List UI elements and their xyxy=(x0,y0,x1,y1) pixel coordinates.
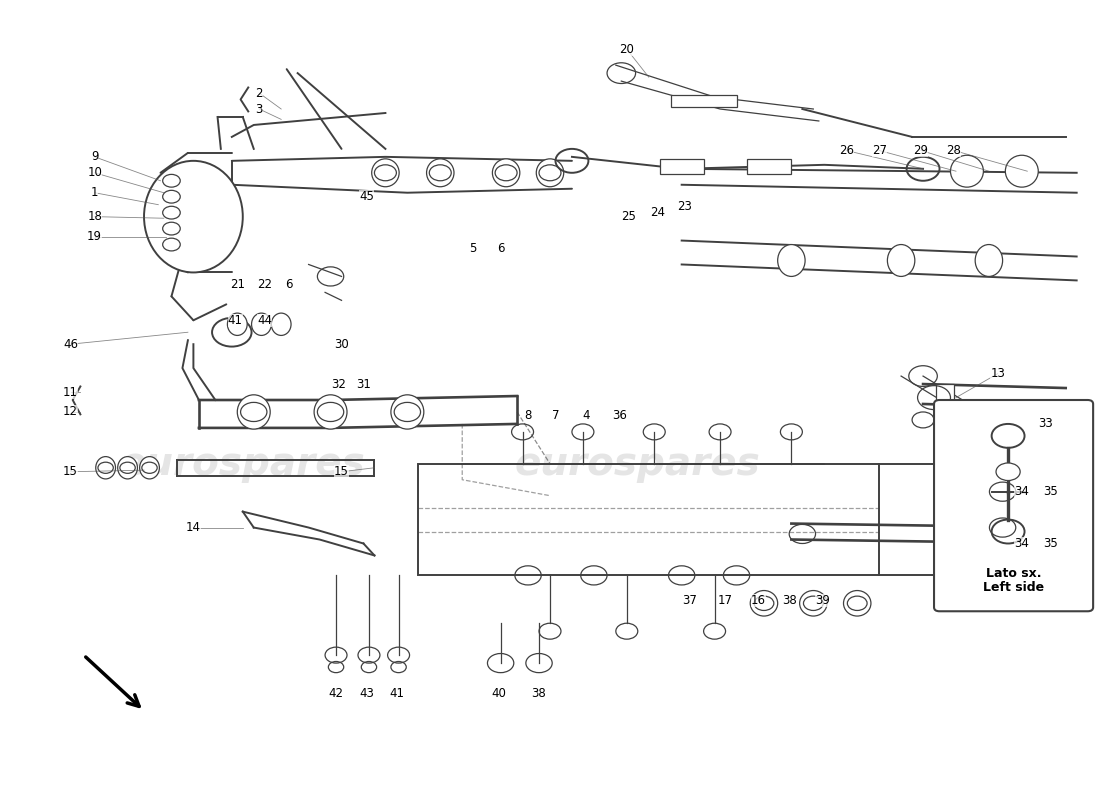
Text: 1: 1 xyxy=(91,186,98,199)
Ellipse shape xyxy=(372,159,399,186)
Ellipse shape xyxy=(778,245,805,277)
Text: 35: 35 xyxy=(1043,485,1058,498)
Text: 6: 6 xyxy=(497,242,505,255)
Text: 42: 42 xyxy=(329,687,343,700)
Text: 15: 15 xyxy=(63,466,78,478)
Ellipse shape xyxy=(844,590,871,616)
Text: 10: 10 xyxy=(87,166,102,179)
Text: 21: 21 xyxy=(230,278,245,291)
Text: 46: 46 xyxy=(63,338,78,350)
Text: 40: 40 xyxy=(491,687,506,700)
Text: eurospares: eurospares xyxy=(515,445,761,482)
Ellipse shape xyxy=(118,457,138,479)
FancyBboxPatch shape xyxy=(934,400,1093,611)
Bar xyxy=(936,384,954,416)
Ellipse shape xyxy=(800,590,827,616)
Text: eurospares: eurospares xyxy=(120,445,365,482)
Text: 25: 25 xyxy=(621,210,637,223)
Text: 23: 23 xyxy=(678,200,692,213)
Text: 32: 32 xyxy=(331,378,345,390)
Text: 13: 13 xyxy=(990,367,1005,380)
Ellipse shape xyxy=(315,395,346,429)
Text: 27: 27 xyxy=(871,144,887,157)
Text: 6: 6 xyxy=(285,278,293,291)
Text: 2: 2 xyxy=(255,86,263,99)
Text: Lato sx.: Lato sx. xyxy=(986,567,1042,580)
Ellipse shape xyxy=(228,313,248,335)
Text: 7: 7 xyxy=(552,410,559,422)
Text: 43: 43 xyxy=(360,687,374,700)
Ellipse shape xyxy=(144,161,243,273)
Ellipse shape xyxy=(537,159,563,186)
Ellipse shape xyxy=(1005,155,1038,187)
Text: 3: 3 xyxy=(255,102,263,115)
Text: 34: 34 xyxy=(1014,537,1030,550)
Text: 45: 45 xyxy=(360,190,374,203)
Text: 36: 36 xyxy=(612,410,627,422)
Text: 15: 15 xyxy=(334,466,349,478)
Ellipse shape xyxy=(996,463,1020,481)
Text: 28: 28 xyxy=(946,144,961,157)
Text: 41: 41 xyxy=(389,687,404,700)
Bar xyxy=(418,464,879,575)
Text: 24: 24 xyxy=(650,206,666,219)
Text: 4: 4 xyxy=(583,410,590,422)
Bar xyxy=(671,94,737,107)
Text: 16: 16 xyxy=(751,594,766,607)
Ellipse shape xyxy=(750,590,778,616)
Text: 18: 18 xyxy=(87,210,102,223)
Text: 19: 19 xyxy=(87,230,102,243)
Text: 12: 12 xyxy=(63,406,78,418)
Text: 20: 20 xyxy=(619,42,635,56)
Text: 35: 35 xyxy=(1043,537,1058,550)
Text: 29: 29 xyxy=(913,144,928,157)
Text: 8: 8 xyxy=(525,410,531,422)
Text: 38: 38 xyxy=(531,687,547,700)
Text: 41: 41 xyxy=(228,314,243,326)
Text: 39: 39 xyxy=(815,594,829,607)
Ellipse shape xyxy=(976,245,1002,277)
Text: 5: 5 xyxy=(470,242,477,255)
Text: 37: 37 xyxy=(682,594,696,607)
Ellipse shape xyxy=(427,159,454,186)
Text: 26: 26 xyxy=(838,144,854,157)
Ellipse shape xyxy=(950,155,983,187)
Ellipse shape xyxy=(252,313,272,335)
Text: 11: 11 xyxy=(63,386,78,398)
Text: 38: 38 xyxy=(782,594,796,607)
Ellipse shape xyxy=(96,457,115,479)
Text: Left side: Left side xyxy=(983,581,1044,594)
Text: 17: 17 xyxy=(718,594,733,607)
Bar xyxy=(748,159,791,174)
Text: 33: 33 xyxy=(1038,418,1054,430)
Ellipse shape xyxy=(888,245,915,277)
Text: 22: 22 xyxy=(257,278,272,291)
Ellipse shape xyxy=(272,313,292,335)
Ellipse shape xyxy=(390,395,424,429)
Bar xyxy=(967,500,1011,539)
Text: 30: 30 xyxy=(334,338,349,350)
Ellipse shape xyxy=(140,457,159,479)
Text: 34: 34 xyxy=(1014,485,1030,498)
Text: 44: 44 xyxy=(257,314,272,326)
Ellipse shape xyxy=(238,395,271,429)
Text: 14: 14 xyxy=(186,521,201,534)
Bar xyxy=(660,159,704,174)
Ellipse shape xyxy=(493,159,520,186)
Text: 31: 31 xyxy=(356,378,371,390)
Text: 9: 9 xyxy=(91,150,98,163)
